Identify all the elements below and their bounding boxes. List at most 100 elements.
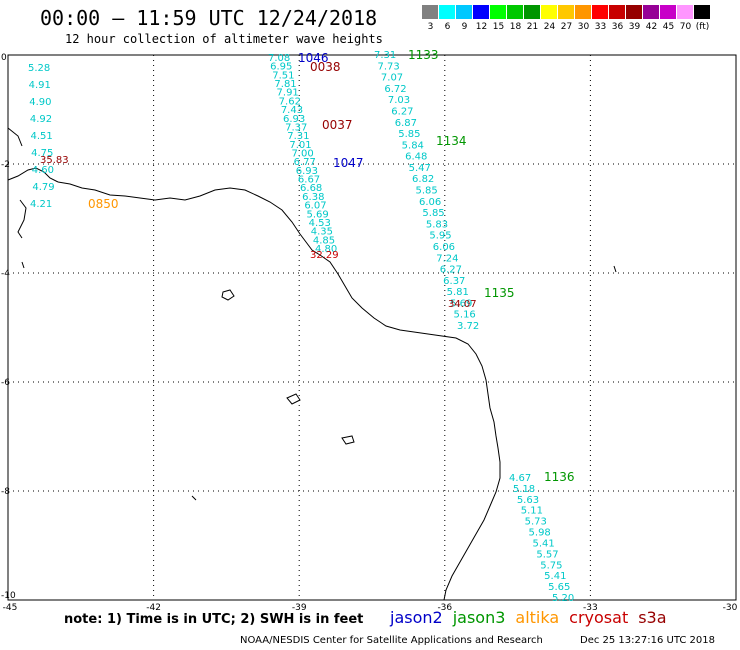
color-scale-label: 27 <box>560 22 573 32</box>
y-tick-label: -8 <box>1 487 10 497</box>
wave-height-value: 6.27 <box>440 265 462 276</box>
pass-label: 1136 <box>544 470 575 484</box>
color-scale-label: 18 <box>509 22 522 32</box>
wave-height-value: 6.38 <box>302 192 324 203</box>
pass-label: 1047 <box>333 156 364 170</box>
color-scale-cell <box>456 5 473 19</box>
wave-height-value: 6.37 <box>443 276 465 287</box>
wave-height-value: 5.98 <box>529 528 551 539</box>
color-scale-label: 9 <box>461 22 468 32</box>
wave-height-value: 7.37 <box>285 122 307 133</box>
wave-height-value: 6.48 <box>405 152 427 163</box>
wave-height-value: 5.11 <box>521 506 543 517</box>
color-scale-cell <box>592 5 609 19</box>
wave-height-value: 5.20 <box>552 593 574 604</box>
wave-height-value: 5.41 <box>532 538 554 549</box>
wave-height-value: 5.75 <box>540 560 562 571</box>
wave-height-value: 5.85 <box>416 186 438 197</box>
wave-height-value: 6.68 <box>300 183 322 194</box>
coast-marks <box>7 127 617 501</box>
wave-height-value: 4.79 <box>32 182 54 193</box>
color-scale-label: (ft) <box>695 22 710 32</box>
x-tick-label: -45 <box>3 603 18 613</box>
wave-height-value: 5.69 <box>306 209 328 220</box>
legend-item-s3a: s3a <box>638 608 667 627</box>
wave-height-value: 3.72 <box>457 321 479 332</box>
wave-height-value: 5.81 <box>447 287 469 298</box>
wave-height-value: 7.31 <box>374 50 396 61</box>
color-scale-label: 12 <box>475 22 488 32</box>
wave-height-value: 6.07 <box>304 201 326 212</box>
color-scale-cell <box>575 5 592 19</box>
pass-label: 1046 <box>298 51 329 65</box>
map-frame <box>7 54 737 601</box>
credit-text: NOAA/NESDIS Center for Satellite Applica… <box>240 635 543 646</box>
wave-height-value: 5.85 <box>422 208 444 219</box>
wave-height-value: 7.03 <box>388 95 410 106</box>
pass-label: 0037 <box>322 118 353 132</box>
island-1 <box>221 289 235 301</box>
wave-height-value: 5.85 <box>398 129 420 140</box>
pass-label: 1135 <box>484 286 515 300</box>
wave-height-value: 6.77 <box>294 157 316 168</box>
color-scale-label: 21 <box>526 22 539 32</box>
wave-height-value: 4.60 <box>32 165 54 176</box>
wave-height-value: 5.83 <box>426 219 448 230</box>
wave-height-value: 5.28 <box>28 63 50 74</box>
wave-height-value: 6.95 <box>270 62 292 73</box>
x-tick-label: -39 <box>292 603 307 613</box>
wave-height-value: 4.35 <box>311 227 333 238</box>
wave-height-value: 6.93 <box>283 114 305 125</box>
color-scale-cell <box>558 5 575 19</box>
wave-height-value: 5.57 <box>536 549 558 560</box>
wave-height-value: 7.91 <box>277 88 299 99</box>
legend-item-jason3: jason3 <box>452 608 506 627</box>
wave-height-value: 4.67 <box>509 473 531 484</box>
wave-height-value: 5.41 <box>544 571 566 582</box>
color-scale-cell <box>677 5 694 19</box>
color-scale-label: 45 <box>662 22 675 32</box>
color-scale-label: 33 <box>594 22 607 32</box>
x-tick-label: -30 <box>723 603 738 613</box>
footer-note: note: 1) Time is in UTC; 2) SWH is in fe… <box>64 612 364 627</box>
wave-height-value: 6.67 <box>298 175 320 186</box>
wave-height-value: 4.21 <box>30 199 52 210</box>
color-scale-label: 30 <box>577 22 590 32</box>
wave-height-value: 5.16 <box>454 310 476 321</box>
wave-height-value: 7.00 <box>292 149 314 160</box>
wave-height-value: 5.18 <box>513 484 535 495</box>
y-tick-label: -4 <box>1 269 10 279</box>
wave-height-value: 7.81 <box>274 79 296 90</box>
x-tick-label: -33 <box>583 603 598 613</box>
color-scale-cell <box>643 5 660 19</box>
satellite-legend: jason2 jason3 altika cryosat s3a <box>390 608 677 627</box>
timestamp-text: Dec 25 13:27:16 UTC 2018 <box>580 635 715 646</box>
wave-height-value: 6.06 <box>433 242 455 253</box>
color-scale-cell <box>507 5 524 19</box>
y-tick-label: -6 <box>1 378 10 388</box>
wave-height-value: 5.65 <box>548 582 570 593</box>
x-tick-label: -36 <box>437 603 452 613</box>
wave-height-value: 5.47 <box>409 163 431 174</box>
wave-height-value: 7.08 <box>268 53 290 64</box>
color-scale-label: 6 <box>444 22 451 32</box>
color-scale-cell <box>524 5 541 19</box>
map-title: 00:00 – 11:59 UTC 12/24/2018 <box>40 6 378 30</box>
coastline-northeast-bulge <box>7 167 59 239</box>
wave-height-value: 5.63 <box>517 495 539 506</box>
lat-lon-grid <box>7 54 737 601</box>
color-scale-cell <box>609 5 626 19</box>
legend-item-cryosat: cryosat <box>569 608 629 627</box>
wave-height-value: 5.95 <box>429 231 451 242</box>
wave-height-value: 7.07 <box>381 73 403 84</box>
color-scale-label: 70 <box>679 22 692 32</box>
y-tick-label: 0 <box>1 53 7 63</box>
wave-height-value: 7.01 <box>289 140 311 151</box>
wave-height-value: 4.92 <box>30 114 52 125</box>
wave-height-value: 7.62 <box>279 96 301 107</box>
wave-height-value: 4.51 <box>31 131 53 142</box>
y-tick-label: -10 <box>1 591 16 601</box>
color-scale-cell <box>422 5 439 19</box>
pass-label: 1133 <box>408 48 439 62</box>
